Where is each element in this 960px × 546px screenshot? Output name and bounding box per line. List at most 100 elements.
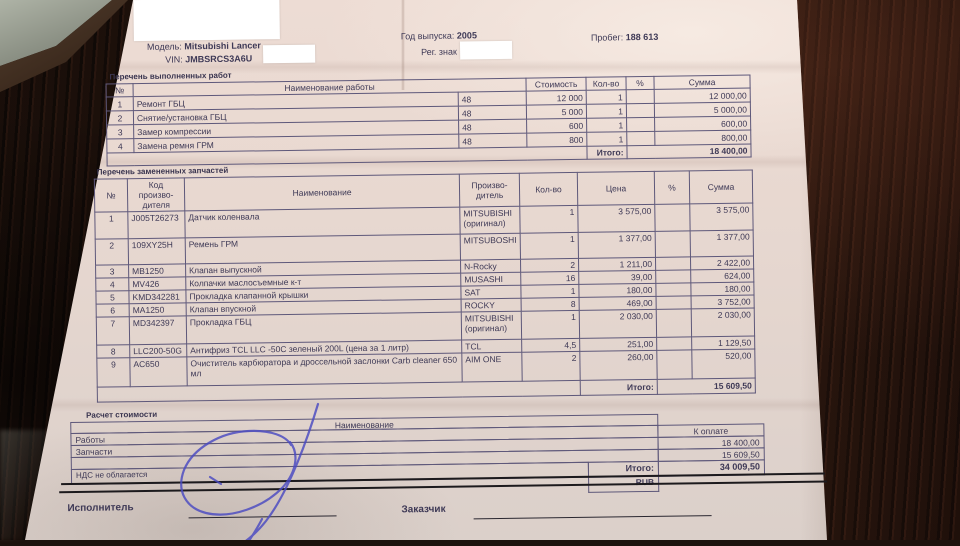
vehicle-year-line: Год выпуска: 2005	[401, 30, 477, 41]
cell-producer: MITSUBISHI (оригинал)	[459, 206, 521, 235]
cell-qty: 16	[520, 271, 579, 286]
col-sum: Сумма	[653, 75, 751, 90]
cell-name: Прокладка ГБЦ	[186, 312, 462, 344]
col-qty: Кол-во	[519, 172, 578, 207]
cell-code: MA1250	[129, 302, 187, 317]
cell-pct	[626, 89, 655, 104]
cell-pct	[654, 203, 691, 232]
cell-sum: 624,00	[690, 268, 754, 283]
mileage-label: Пробег:	[590, 32, 624, 43]
cell-code: LLC200-50G	[129, 343, 187, 358]
cell-sum: 3 575,00	[689, 202, 754, 231]
cell-num: 7	[96, 316, 130, 346]
cell-qty: 2	[521, 351, 581, 382]
cell-num: 1	[106, 96, 134, 112]
cell-pct	[655, 282, 692, 297]
cell-name: Очиститель карбюратора и дроссельной зас…	[186, 353, 463, 386]
parts-section-title: Перечень замененных запчастей	[96, 165, 229, 177]
cell-code: KMD342281	[128, 289, 187, 304]
cell-price: 180,00	[578, 283, 657, 298]
works-total-value: 18 400,00	[626, 144, 752, 159]
col-pct: %	[625, 76, 655, 90]
vin-value: JMBSRCS3A6U	[185, 53, 253, 65]
vin-label: VIN:	[165, 54, 183, 65]
cell-num: 2	[95, 238, 129, 266]
cell-sum: 180,00	[690, 281, 755, 296]
vehicle-mileage-line: Пробег: 188 613	[591, 32, 659, 43]
cell-num: 4	[106, 138, 134, 153]
works-table: № Наименование работы Стоимость Кол-во %…	[106, 75, 752, 167]
cell-num: 4	[95, 277, 129, 292]
cell-code: 109XY25H	[128, 237, 186, 265]
cell-pct	[626, 117, 655, 132]
executor-label: Исполнитель	[67, 502, 134, 515]
cell-pct	[655, 230, 691, 258]
paper-shadow-band	[30, 155, 820, 169]
customer-label: Заказчик	[401, 503, 446, 516]
cell-qty: 1	[519, 205, 579, 234]
cell-pct	[656, 336, 692, 351]
cell-producer: ROCKY	[461, 298, 522, 313]
cell-price: 251,00	[579, 337, 657, 352]
cell-code: 48	[458, 105, 527, 121]
paper-crease	[401, 0, 405, 90]
cell-sum: 12 000,00	[654, 88, 751, 104]
cell-qty: 1	[586, 117, 627, 133]
cell-qty: 1	[586, 89, 627, 105]
col-name: Наименование	[184, 174, 460, 211]
redaction-box-reg	[459, 40, 513, 60]
col-cost: Стоимость	[525, 77, 587, 92]
model-label: Модель:	[146, 41, 182, 52]
col-sum: Сумма	[689, 169, 753, 204]
col-pct: %	[654, 170, 690, 205]
cell-num: 3	[95, 264, 129, 279]
vehicle-reg-line: Рег. знак	[421, 47, 457, 57]
col-code: Код произво-дителя	[127, 177, 185, 212]
cell-sum: 520,00	[691, 348, 756, 379]
cell-code: AC650	[129, 356, 188, 387]
cell-price: 1 211,00	[578, 257, 656, 272]
cell-pct	[626, 103, 655, 118]
year-value: 2005	[456, 30, 477, 41]
cell-producer: MITSUBOSHI	[460, 233, 521, 261]
col-qty: Кол-во	[585, 76, 627, 91]
cell-qty: 8	[521, 297, 580, 312]
cell-qty: 1	[520, 284, 580, 299]
cell-code: MB1250	[128, 263, 186, 278]
cell-pct	[655, 256, 691, 271]
cell-sum: 3 752,00	[691, 294, 755, 309]
vehicle-model-line: Модель: Mitsubishi Lancer	[147, 40, 261, 52]
cell-name: Датчик коленвала	[184, 207, 461, 238]
cell-producer: TCL	[461, 339, 522, 354]
cell-pct	[656, 308, 692, 338]
cell-sum: 2 030,00	[691, 307, 755, 337]
paper-shadow-band	[30, 398, 820, 412]
cell-price: 2 030,00	[579, 309, 657, 339]
col-producer: Произво-дитель	[459, 173, 520, 208]
cell-producer: AIM ONE	[461, 352, 523, 383]
mileage-value: 188 613	[625, 31, 659, 43]
cell-num: 8	[96, 344, 130, 359]
parts-table: № Код произво-дителя Наименование Произв…	[94, 169, 756, 403]
cell-sum: 1 129,50	[691, 335, 755, 350]
cell-code: J005T26273	[127, 210, 186, 239]
cell-price: 260,00	[579, 350, 658, 381]
redaction-box-logo	[133, 0, 280, 42]
redaction-box-vin	[262, 44, 316, 64]
cell-num: 5	[95, 290, 130, 305]
vehicle-vin-line: VIN: JMBSRCS3A6U	[165, 53, 252, 64]
customer-signature-line	[473, 499, 712, 520]
works-section-title: Перечень выполненных работ	[109, 70, 232, 82]
cell-num: 1	[94, 211, 129, 240]
cell-num: 3	[106, 124, 134, 140]
cell-price: 39,00	[578, 270, 656, 285]
cell-code: 48	[458, 133, 527, 149]
year-label: Год выпуска:	[400, 30, 455, 42]
cell-price: 3 575,00	[577, 204, 656, 233]
cell-producer: SAT	[460, 285, 522, 300]
cell-code: MV426	[128, 276, 186, 291]
cell-code: 48	[458, 91, 527, 107]
parts-total-value: 15 609,50	[657, 377, 756, 395]
reg-label: Рег. знак	[421, 46, 458, 58]
col-num: №	[94, 178, 128, 213]
